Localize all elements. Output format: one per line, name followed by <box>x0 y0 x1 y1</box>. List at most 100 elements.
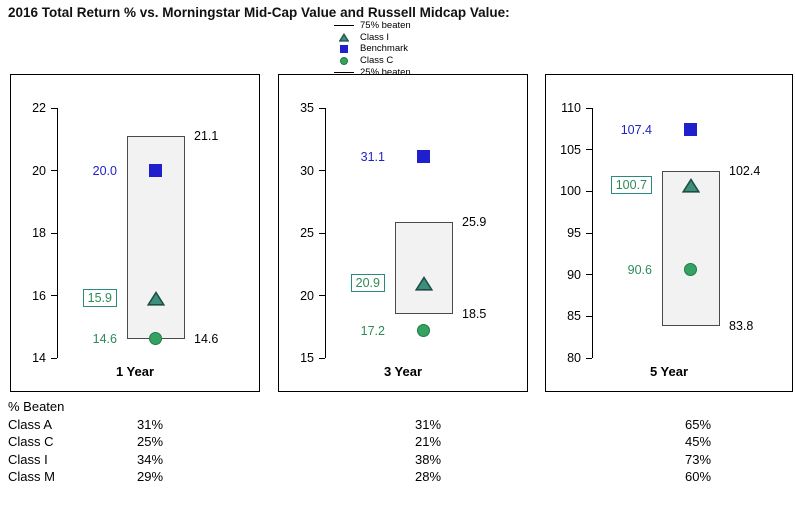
table-value: 29% <box>136 469 164 485</box>
y-axis-tick <box>319 170 325 171</box>
y-axis-tick-label: 80 <box>567 351 581 365</box>
legend-label: Benchmark <box>360 43 409 55</box>
legend-line-icon <box>332 25 356 27</box>
box-high-label: 25.9 <box>462 214 487 229</box>
y-axis-tick-label: 16 <box>32 288 46 303</box>
table-row-label: Class I <box>8 451 48 467</box>
panel-5-year: 110 105 100 95 90 85 80 102.4 83.8 107.4 100.7 90.6… <box>545 74 793 392</box>
legend-label: 75% beaten <box>360 20 411 32</box>
benchmark-value-label: 20.0 <box>92 163 117 178</box>
y-axis-tick-label: 110 <box>561 101 581 115</box>
y-axis-tick <box>319 357 325 359</box>
class-c-circle-icon <box>684 262 697 276</box>
table-value: 28% <box>414 469 442 485</box>
table-value: 21% <box>414 434 442 450</box>
box-high-label: 102.4 <box>729 164 761 179</box>
class-i-value-label: 100.7 <box>570 175 652 194</box>
table-row: Class M 29% 28% 60% <box>0 468 795 486</box>
table-row: Class C 25% 21% 45% <box>0 433 795 451</box>
y-axis-tick <box>586 357 592 359</box>
y-axis-tick-label: 15 <box>300 351 314 365</box>
y-axis-tick <box>319 295 325 296</box>
class-c-value-label: 14.6 <box>92 332 117 347</box>
legend-line-icon <box>332 71 356 73</box>
table-header-row: % Beaten <box>0 398 795 416</box>
table-value: 34% <box>136 451 164 467</box>
legend-label: Class C <box>360 55 394 67</box>
table-value: 73% <box>684 451 712 467</box>
chart-legend: 75% beaten Class I Benchmark Class C 25% bea… <box>332 20 411 78</box>
y-axis-tick-label: 100 <box>560 184 581 199</box>
y-axis-line <box>57 108 58 358</box>
legend-row: Class C <box>332 55 411 67</box>
y-axis-tick <box>319 107 325 109</box>
class-c-circle-icon <box>149 332 162 346</box>
y-axis-tick <box>51 295 57 296</box>
legend-square-icon <box>332 44 356 53</box>
y-axis-tick <box>586 190 592 192</box>
class-i-triangle-icon <box>681 177 701 193</box>
legend-triangle-icon <box>332 32 356 42</box>
table-value: 65% <box>684 416 712 432</box>
box-low-label: 83.8 <box>729 319 754 334</box>
class-i-triangle-icon <box>146 290 166 306</box>
class-c-value-label: 17.2 <box>360 323 385 338</box>
class-c-circle-icon <box>417 323 430 337</box>
percentile-range-box <box>662 171 720 327</box>
table-value: 31% <box>136 416 164 432</box>
legend-row: Benchmark <box>332 43 411 55</box>
legend-row: 25% beaten <box>332 66 411 78</box>
table-value: 45% <box>684 434 712 450</box>
box-low-label: 18.5 <box>462 307 487 322</box>
y-axis-tick-label: 35 <box>300 101 314 115</box>
benchmark-square-icon <box>684 122 697 136</box>
y-axis-tick-label: 105 <box>560 142 581 157</box>
chart-title: 2016 Total Return % vs. Morningstar Mid-… <box>8 5 510 20</box>
y-axis-tick-label: 20 <box>300 288 314 303</box>
period-label: 3 Year <box>383 364 423 379</box>
y-axis-tick-label: 85 <box>567 309 581 324</box>
benchmark-value-label: 107.4 <box>620 122 652 137</box>
y-axis-tick-label: 18 <box>32 226 46 240</box>
table-row-label: Class A <box>8 416 53 432</box>
percentile-range-box <box>395 221 453 315</box>
y-axis-line <box>592 108 593 358</box>
class-i-value-box: 100.7 <box>610 175 652 194</box>
table-row: Class I 34% 38% 73% <box>0 451 795 469</box>
table-row-label: Class C <box>8 434 54 450</box>
legend-label: 25% beaten <box>360 66 411 78</box>
y-axis-tick <box>51 357 57 359</box>
panel-3-year: 35 30 25 20 15 25.9 18.5 31.1 20.9 17.2 3 Year <box>278 74 528 392</box>
legend-label: Class I <box>360 31 390 43</box>
y-axis-tick-label: 14 <box>32 351 46 365</box>
benchmark-square-icon <box>149 163 162 177</box>
y-axis-tick <box>586 274 592 276</box>
y-axis-tick <box>51 170 57 171</box>
benchmark-value-label: 31.1 <box>360 149 385 164</box>
y-axis-tick-label: 90 <box>567 267 581 282</box>
class-i-value-box: 15.9 <box>82 288 117 307</box>
table-row-label: Class M <box>8 469 55 485</box>
y-axis-tick <box>586 315 592 317</box>
panel-1-year: 22 20 18 16 14 21.1 14.6 20.0 15.9 14.6 1 Year <box>10 74 260 392</box>
box-low-label: 14.6 <box>194 332 219 347</box>
class-i-value-label: 20.9 <box>303 274 385 293</box>
y-axis-tick-label: 95 <box>567 226 581 240</box>
table-value: 25% <box>136 434 164 450</box>
percent-beaten-table: % Beaten Class A 31% 31% 65% Class C 25% 21% 45… <box>0 398 795 486</box>
y-axis-tick <box>586 149 592 151</box>
class-i-triangle-icon <box>414 276 434 291</box>
legend-row: Class I <box>332 32 411 44</box>
legend-row: 75% beaten <box>332 20 411 32</box>
class-i-value-box: 20.9 <box>350 274 385 293</box>
y-axis-tick <box>586 107 592 109</box>
y-axis-tick <box>51 107 57 109</box>
class-i-value-label: 15.9 <box>35 288 117 307</box>
table-value: 38% <box>414 451 442 467</box>
table-value: 60% <box>684 469 712 485</box>
benchmark-square-icon <box>417 149 430 163</box>
class-c-value-label: 90.6 <box>627 262 652 277</box>
y-axis-tick <box>319 232 325 234</box>
box-high-label: 21.1 <box>194 129 219 144</box>
